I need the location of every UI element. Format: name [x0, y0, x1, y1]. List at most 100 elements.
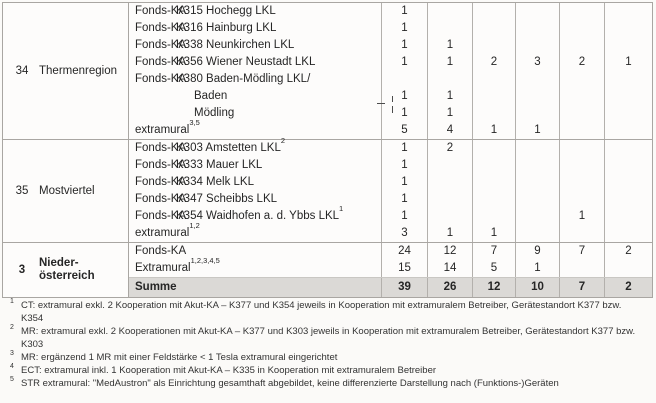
row-label-cell: Fonds-KA K356 Wiener Neustadt LKL — [129, 54, 381, 71]
value-cell — [559, 157, 604, 174]
value-cell: 12 — [427, 243, 472, 260]
value-cell: 15 — [381, 260, 427, 277]
value-cell — [559, 174, 604, 191]
value-cell — [472, 191, 515, 208]
table-row: Fonds-KA K380 Baden-Mödling LKL/ — [129, 71, 652, 88]
value-cell — [559, 122, 604, 139]
row-label-cell: Summe — [129, 278, 381, 297]
value-cell: 1 — [427, 225, 472, 242]
region-rows: Fonds-KA K303 Amstetten LKL2 1 2 Fonds-KA K33… — [129, 136, 652, 242]
row-label-cell: Fonds-KA K380 Baden-Mödling LKL/ — [129, 71, 381, 88]
value-cell: 1 — [427, 88, 472, 105]
value-cell — [381, 71, 427, 88]
value-cell: 1 — [381, 3, 427, 20]
region-header-cell: 35 Mostviertel — [3, 140, 129, 242]
row-label-cell: Extramural1,2,3,4,5 — [129, 257, 381, 277]
row-label-cell: extramural1,2 — [129, 222, 381, 242]
value-cell: 2 — [559, 54, 604, 71]
footnote-ref: 1,2 — [189, 221, 200, 231]
facility-type: Fonds-KA — [135, 73, 187, 85]
value-cell: 1 — [381, 37, 427, 54]
value-cell — [604, 122, 652, 139]
table-row: Extramural1,2,3,4,5 15 14 5 1 — [129, 257, 652, 277]
value-cell — [472, 208, 515, 225]
region-name-line1: Thermenregion — [39, 64, 117, 77]
value-cell — [472, 105, 515, 122]
row-label-cell: Fonds-KA K333 Mauer LKL — [129, 157, 381, 174]
row-label-cell: Fonds-KA K303 Amstetten LKL2 — [129, 136, 381, 157]
facility-type: Fonds-KA — [135, 159, 187, 171]
value-cell: 12 — [472, 278, 515, 297]
table-row: extramural1,2 3 1 1 — [129, 222, 652, 242]
facility-type: Fonds-KA — [135, 5, 187, 17]
value-cell — [427, 191, 472, 208]
row-label-cell: Baden — [129, 88, 381, 105]
footnote-text: STR extramural: "MedAustron" als Einrich… — [21, 378, 559, 389]
region-name: Thermenregion — [39, 65, 117, 78]
region-header-cell: 34 Thermenregion — [3, 3, 129, 139]
value-cell: 7 — [559, 278, 604, 297]
value-cell — [515, 208, 559, 225]
value-cell: 2 — [604, 278, 652, 297]
value-cell: 1 — [381, 20, 427, 37]
table-row: Fonds-KA K338 Neunkirchen LKL 1 1 — [129, 37, 652, 54]
value-cell — [604, 225, 652, 242]
value-cell: 1 — [472, 225, 515, 242]
value-cell: 3 — [381, 225, 427, 242]
value-cell — [604, 105, 652, 122]
row-label-cell: Fonds-KA K316 Hainburg LKL — [129, 20, 381, 37]
value-cell — [472, 174, 515, 191]
table-row: Fonds-KA K347 Scheibbs LKL 1 — [129, 191, 652, 208]
region-section-mostviertel: 35 Mostviertel Fonds-KA K303 Amstetten LK… — [3, 136, 652, 242]
table-row: Fonds-KA K356 Wiener Neustadt LKL 1 1 2 3 2 1 — [129, 54, 652, 71]
region-name-line1: Nieder- — [39, 257, 79, 269]
value-cell: 7 — [559, 243, 604, 260]
value-cell: 4 — [427, 122, 472, 139]
value-cell — [427, 157, 472, 174]
footnote-ref: 1,2,3,4,5 — [190, 256, 220, 266]
value-cell — [515, 3, 559, 20]
facility-name: Fonds-KA — [135, 245, 187, 257]
value-cell — [427, 174, 472, 191]
value-cell: 1 — [427, 105, 472, 122]
value-cell — [604, 140, 652, 157]
value-cell — [515, 174, 559, 191]
footnotes-block: 1 CT: extramural exkl. 2 Kooperation mit … — [7, 298, 641, 390]
value-cell — [515, 20, 559, 37]
value-cell — [472, 3, 515, 20]
cursor-vertical-dash-top — [392, 96, 393, 102]
value-cell — [472, 157, 515, 174]
facility-type: Fonds-KA — [135, 56, 187, 68]
value-cell: 1 — [381, 105, 427, 122]
value-cell: 26 — [427, 278, 472, 297]
value-cell: 1 — [381, 88, 427, 105]
facility-name: K316 Hainburg LKL — [176, 22, 277, 34]
region-rows: Fonds-KA K315 Hochegg LKL 1 Fonds-KA K316 Ha… — [129, 3, 652, 139]
value-cell — [604, 71, 652, 88]
value-cell — [515, 140, 559, 157]
facility-name: Mödling — [194, 107, 235, 119]
row-label-cell: Fonds-KA K315 Hochegg LKL — [129, 3, 381, 20]
row-label-cell: Fonds-KA K354 Waidhofen a. d. Ybbs LKL1 — [129, 205, 381, 225]
value-cell: 1 — [472, 122, 515, 139]
table-row: Fonds-KA 24 12 7 9 7 2 — [129, 243, 652, 260]
value-cell — [604, 88, 652, 105]
value-cell: 1 — [515, 260, 559, 277]
footnote-text: CT: extramural exkl. 2 Kooperation mit A… — [21, 300, 622, 324]
value-cell: 5 — [472, 260, 515, 277]
table-row: Mödling 1 1 — [129, 105, 652, 122]
value-cell — [472, 71, 515, 88]
table-row: Fonds-KA K334 Melk LKL 1 — [129, 174, 652, 191]
value-cell — [472, 37, 515, 54]
value-cell — [559, 260, 604, 277]
value-cell: 1 — [427, 37, 472, 54]
facility-type: Fonds-KA — [135, 22, 187, 34]
value-cell — [604, 20, 652, 37]
facility-name: K315 Hochegg LKL — [176, 5, 276, 17]
facility-name: K303 Amstetten LKL2 — [176, 136, 286, 154]
value-cell: 3 — [515, 54, 559, 71]
value-cell: 1 — [381, 174, 427, 191]
region-rows: Fonds-KA 24 12 7 9 7 2 Extramural1,2,3,4,5 15 14 5… — [129, 243, 652, 297]
facility-name: K334 Melk LKL — [176, 176, 254, 188]
